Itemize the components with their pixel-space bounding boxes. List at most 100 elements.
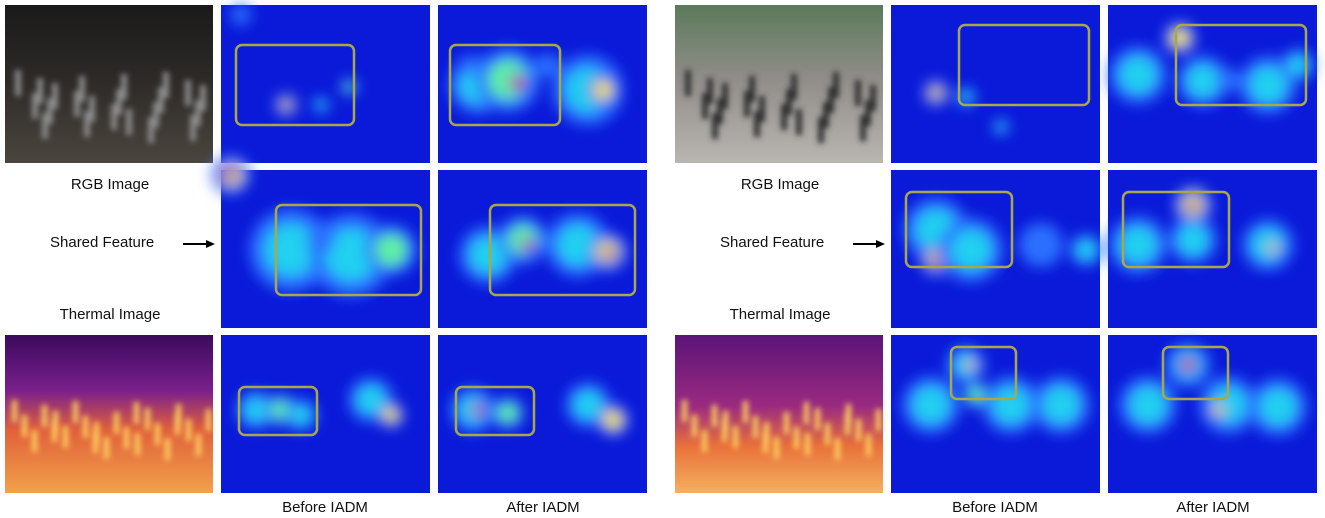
hot-person	[93, 431, 98, 453]
blob	[913, 387, 949, 423]
hot-person	[856, 419, 861, 441]
blob	[283, 102, 289, 108]
hot-person	[722, 420, 727, 442]
hot-person	[114, 412, 119, 434]
person	[818, 117, 824, 143]
heatmap-bg	[891, 5, 1100, 163]
blob	[606, 250, 614, 258]
person	[15, 70, 21, 96]
hot-person	[12, 400, 17, 422]
blob	[498, 403, 518, 423]
person	[685, 70, 691, 96]
hot-person	[42, 405, 47, 427]
person	[111, 104, 117, 130]
after-label: After IADM	[1176, 499, 1249, 516]
rgb-photo	[675, 5, 883, 163]
blob	[603, 410, 623, 430]
person	[190, 115, 196, 141]
hot-person	[733, 426, 738, 448]
rgb-label: RGB Image	[71, 176, 149, 193]
blob	[265, 224, 317, 276]
hot-person	[186, 419, 191, 441]
blob	[231, 5, 251, 25]
hot-person	[763, 431, 768, 453]
blob	[1043, 387, 1079, 423]
hot-person	[753, 416, 758, 438]
blob	[933, 90, 939, 96]
heatmap-bg	[221, 5, 430, 163]
before-label: Before IADM	[282, 499, 368, 516]
blob	[966, 360, 976, 370]
heatmap	[438, 335, 647, 493]
heatmap	[438, 170, 647, 328]
blob	[316, 100, 326, 110]
heatmap	[1108, 170, 1317, 328]
hot-person	[73, 401, 78, 423]
blob	[1130, 387, 1166, 423]
before-label: Before IADM	[952, 499, 1038, 516]
person	[74, 91, 80, 117]
hot-person	[22, 415, 27, 437]
blob	[996, 122, 1006, 132]
thermal-label: Thermal Image	[730, 306, 831, 323]
person	[712, 113, 718, 139]
figure: RGB ImageShared FeatureThermal ImageBefo…	[0, 0, 1325, 518]
hot-person	[175, 413, 180, 435]
blob	[593, 80, 613, 100]
blob	[458, 55, 478, 75]
heatmap	[212, 156, 430, 328]
hot-person	[145, 408, 150, 430]
blob	[375, 234, 407, 266]
rgb-image	[675, 5, 883, 163]
heatmap	[221, 335, 430, 493]
hot-person	[63, 426, 68, 448]
hot-person	[815, 408, 820, 430]
after-label: After IADM	[506, 499, 579, 516]
person	[185, 80, 191, 106]
person	[855, 80, 861, 106]
hot-person	[876, 409, 881, 431]
hot-person	[702, 430, 707, 452]
hot-person	[804, 402, 809, 424]
hot-person	[692, 415, 697, 437]
hot-person	[682, 400, 687, 422]
thermal-label: Thermal Image	[60, 306, 161, 323]
blob	[1120, 57, 1156, 93]
blob	[1178, 225, 1208, 255]
hot-person	[794, 427, 799, 449]
hot-person	[825, 423, 830, 445]
blob	[960, 91, 972, 103]
person	[754, 111, 760, 137]
person	[32, 93, 38, 119]
hot-person	[135, 433, 140, 455]
hot-person	[805, 433, 810, 455]
thermal-photo	[675, 335, 883, 493]
hot-person	[743, 401, 748, 423]
heatmap	[1108, 5, 1317, 163]
blob	[512, 77, 524, 89]
hot-person	[155, 423, 160, 445]
arrow-head	[206, 240, 215, 248]
blob	[383, 407, 399, 423]
hot-person	[83, 416, 88, 438]
hot-person	[845, 413, 850, 435]
hot-person	[196, 434, 201, 456]
heatmap	[891, 5, 1100, 163]
blob	[574, 391, 602, 419]
blob	[536, 53, 560, 77]
person	[84, 111, 90, 137]
blob	[244, 398, 268, 422]
person	[860, 115, 866, 141]
hot-person	[134, 402, 139, 424]
hot-person	[712, 405, 717, 427]
hot-person	[206, 409, 211, 431]
hot-person	[835, 438, 840, 460]
blob	[1187, 65, 1219, 97]
hot-person	[124, 427, 129, 449]
blob	[1170, 28, 1190, 48]
blob	[1120, 227, 1156, 263]
person	[148, 117, 154, 143]
rgb-image	[5, 5, 213, 163]
arrow-head	[876, 240, 885, 248]
thermal-image	[5, 335, 213, 493]
